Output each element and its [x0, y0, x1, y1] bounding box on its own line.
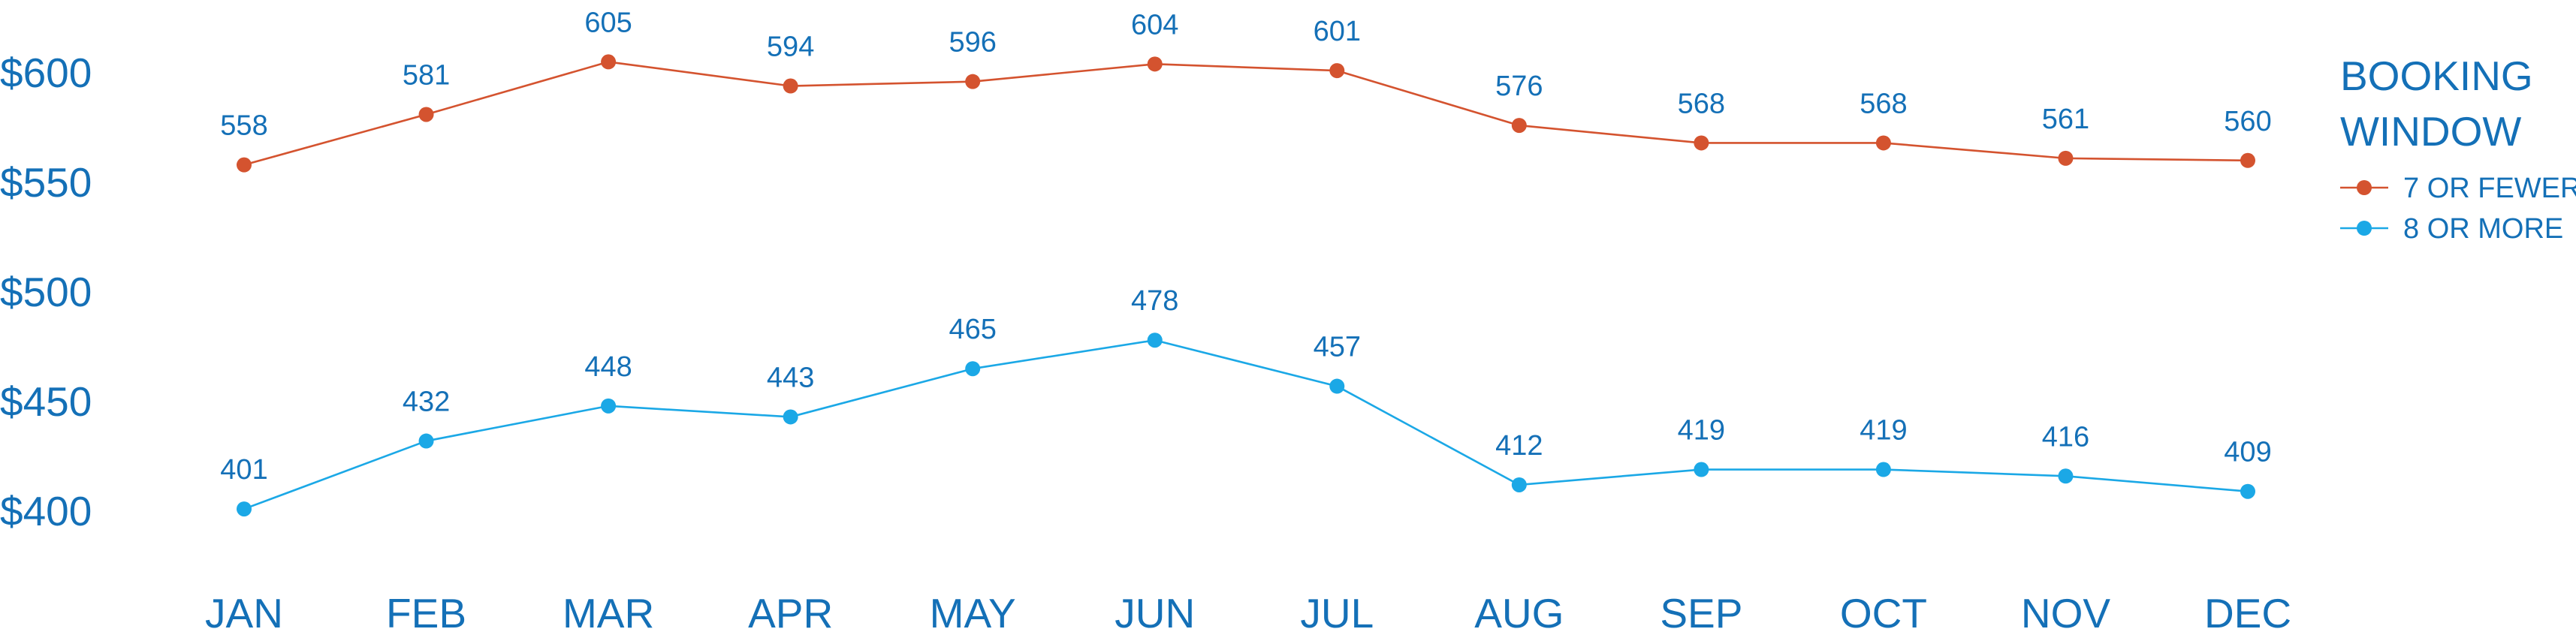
- data-point: [2240, 483, 2255, 499]
- series-line: [243, 61, 2249, 166]
- data-point: [1329, 378, 1345, 394]
- data-label: 443: [767, 362, 814, 393]
- x-tick-label: MAY: [930, 590, 1016, 636]
- data-label: 568: [1678, 88, 1725, 119]
- data-point: [2240, 152, 2255, 168]
- data-point: [1511, 477, 1527, 492]
- data-label: 478: [1131, 285, 1178, 317]
- data-point: [1147, 333, 1163, 348]
- data-point: [418, 107, 434, 122]
- y-tick-label: $400: [0, 488, 92, 534]
- series-group: 401 432 448 443 465 478 457 412 419 419 416 409: [220, 285, 2272, 517]
- legend-title: BOOKING: [2340, 53, 2533, 99]
- data-label: 604: [1131, 9, 1178, 41]
- x-tick-label: NOV: [2021, 590, 2111, 636]
- data-point: [1511, 118, 1527, 134]
- data-label: 432: [403, 387, 450, 418]
- data-point: [783, 78, 798, 94]
- data-point: [1875, 462, 1891, 477]
- x-tick-label: MAR: [563, 590, 654, 636]
- x-tick-label: JAN: [205, 590, 283, 636]
- data-point: [783, 409, 798, 425]
- data-label: 465: [949, 314, 996, 345]
- y-tick-label: $550: [0, 159, 92, 206]
- legend-title: WINDOW: [2340, 108, 2521, 155]
- x-tick-label: APR: [748, 590, 833, 636]
- data-point: [237, 157, 252, 173]
- data-label: 416: [2042, 421, 2089, 453]
- data-label: 412: [1495, 430, 1543, 462]
- data-point: [418, 433, 434, 449]
- data-label: 576: [1495, 71, 1543, 102]
- data-label: 581: [403, 59, 450, 91]
- legend: BOOKING WINDOW 7 OR FEWER 8 OR MORE: [2340, 53, 2576, 245]
- data-label: 558: [220, 110, 267, 142]
- legend-swatch-dot: [2357, 180, 2372, 195]
- x-tick-label: AUG: [1474, 590, 1564, 636]
- legend-swatch-dot: [2357, 221, 2372, 236]
- data-label: 568: [1860, 88, 1907, 119]
- data-point: [965, 361, 981, 377]
- data-point: [965, 74, 981, 89]
- data-point: [2058, 468, 2074, 484]
- data-point: [2058, 150, 2074, 166]
- data-point: [1147, 56, 1163, 72]
- x-tick-label: OCT: [1840, 590, 1927, 636]
- data-point: [1329, 63, 1345, 79]
- legend-item-label: 7 OR FEWER: [2403, 173, 2576, 204]
- x-tick-label: SEP: [1660, 590, 1742, 636]
- data-point: [1875, 135, 1891, 151]
- data-point: [601, 398, 617, 414]
- data-label: 601: [1314, 16, 1361, 47]
- y-tick-label: $500: [0, 269, 92, 315]
- data-label: 401: [220, 454, 267, 486]
- data-label: 457: [1314, 332, 1361, 363]
- x-tick-label: JUN: [1115, 590, 1195, 636]
- x-tick-label: DEC: [2204, 590, 2291, 636]
- y-tick-label: $600: [0, 50, 92, 96]
- series-line: [243, 339, 2249, 510]
- data-label: 419: [1860, 415, 1907, 447]
- legend-item-label: 8 OR MORE: [2403, 213, 2563, 245]
- data-label: 409: [2224, 437, 2271, 468]
- y-axis: $600 $550 $500 $450 $400: [0, 50, 92, 534]
- data-point: [1694, 462, 1709, 477]
- data-label: 561: [2042, 104, 2089, 135]
- series-group: 558 581 605 594 596 604 601 576 568 568 561 560: [220, 7, 2272, 173]
- data-label: 605: [584, 7, 632, 38]
- data-label: 560: [2224, 106, 2271, 137]
- data-label: 594: [767, 32, 814, 63]
- x-tick-label: FEB: [386, 590, 466, 636]
- data-label: 419: [1678, 415, 1725, 447]
- data-point: [1694, 135, 1709, 151]
- data-label: 596: [949, 27, 996, 59]
- data-point: [601, 54, 617, 70]
- data-label: 448: [584, 351, 632, 383]
- y-tick-label: $450: [0, 378, 92, 425]
- x-axis: JAN FEB MAR APR MAY JUN JUL AUG SEP OCT NOV DEC: [205, 590, 2291, 636]
- data-point: [237, 501, 252, 517]
- x-tick-label: JUL: [1300, 590, 1374, 636]
